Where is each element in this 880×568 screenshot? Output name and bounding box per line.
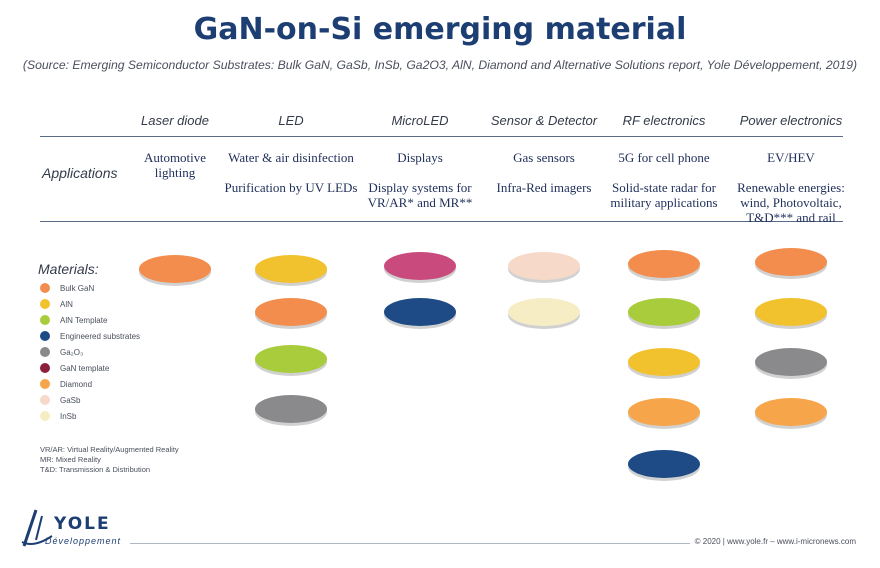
application-text: Purification by UV LEDs [224, 180, 358, 195]
yole-logo-wordmark: YOLE [54, 514, 111, 534]
legend-item: InSb [40, 410, 76, 422]
column-header: Power electronics [739, 113, 843, 128]
source-subtitle: (Source: Emerging Semiconductor Substrat… [22, 58, 858, 72]
legend-item: GaSb [40, 394, 80, 406]
legend-label: Bulk GaN [60, 283, 95, 293]
legend-swatch [40, 331, 50, 341]
material-wafer-disc [255, 298, 327, 326]
footer-divider [130, 543, 690, 544]
application-text: Display systems for VR/AR* and MR** [367, 180, 473, 210]
material-wafer-disc [628, 450, 700, 478]
legend-swatch [40, 347, 50, 357]
legend-swatch [40, 379, 50, 389]
material-wafer-disc [255, 345, 327, 373]
material-wafer-disc [384, 298, 456, 326]
application-text: Water & air disinfection [228, 150, 354, 165]
application-text: Displays [397, 150, 443, 165]
abbreviation-note: VR/AR: Virtual Reality/Augmented Reality [40, 445, 179, 454]
legend-label: GaSb [60, 395, 81, 405]
legend-item: AlN [40, 298, 73, 310]
material-wafer-disc [508, 298, 580, 326]
legend-swatch [40, 315, 50, 325]
footer-copyright: © 2020 | www.yole.fr – www.i-micronews.c… [694, 537, 856, 546]
applications-row-label: Applications [42, 165, 118, 181]
materials-row-label: Materials: [38, 261, 99, 277]
application-text: Automotive lighting [143, 150, 207, 180]
legend-item: GaN template [40, 362, 109, 374]
material-wafer-disc [755, 298, 827, 326]
application-text: 5G for cell phone [618, 150, 710, 165]
column-header: RF electronics [622, 113, 706, 128]
legend-label: InSb [60, 411, 77, 421]
legend-label: AlN Template [60, 315, 108, 325]
header-divider-top [40, 136, 843, 137]
column-header: MicroLED [391, 113, 449, 128]
abbreviation-note: MR: Mixed Reality [40, 455, 101, 464]
legend-item: Engineered substrates [40, 330, 140, 342]
legend-swatch [40, 363, 50, 373]
column-header: Laser diode [141, 113, 209, 128]
yole-logo-icon [20, 508, 54, 556]
application-text: Infra-Red imagers [496, 180, 592, 195]
yole-logo-subtitle: Développement [45, 536, 122, 546]
material-wafer-disc [755, 248, 827, 276]
legend-item: AlN Template [40, 314, 107, 326]
header-divider-bottom [40, 221, 843, 222]
column-header: LED [278, 113, 304, 128]
abbreviation-note: T&D: Transmission & Distribution [40, 465, 151, 474]
material-wafer-disc [139, 255, 211, 283]
page-title: GaN-on-Si emerging material [193, 12, 687, 47]
material-wafer-disc [755, 348, 827, 376]
material-wafer-disc [628, 298, 700, 326]
material-wafer-disc [628, 250, 700, 278]
material-wafer-disc [755, 398, 827, 426]
legend-label: Engineered substrates [60, 331, 141, 341]
legend-item: Bulk GaN [40, 282, 94, 294]
application-text: Gas sensors [513, 150, 575, 165]
legend-label: AlN [60, 299, 73, 309]
application-text: EV/HEV [767, 150, 815, 165]
legend-swatch [40, 395, 50, 405]
legend-swatch [40, 411, 50, 421]
legend-label: GaN template [60, 363, 110, 373]
legend-label: Ga₂O₃ [60, 347, 84, 357]
column-header: Sensor & Detector [490, 113, 598, 128]
material-wafer-disc [255, 395, 327, 423]
legend-item: Diamond [40, 378, 92, 390]
material-wafer-disc [508, 252, 580, 280]
application-text: Renewable energies: wind, Photovoltaic, … [737, 180, 845, 225]
application-text: Solid-state radar for military applicati… [610, 180, 718, 210]
material-wafer-disc [255, 255, 327, 283]
legend-swatch [40, 299, 50, 309]
material-wafer-disc [628, 398, 700, 426]
material-wafer-disc [628, 348, 700, 376]
legend-label: Diamond [60, 379, 93, 389]
legend-item: Ga₂O₃ [40, 346, 83, 358]
legend-swatch [40, 283, 50, 293]
material-wafer-disc [384, 252, 456, 280]
